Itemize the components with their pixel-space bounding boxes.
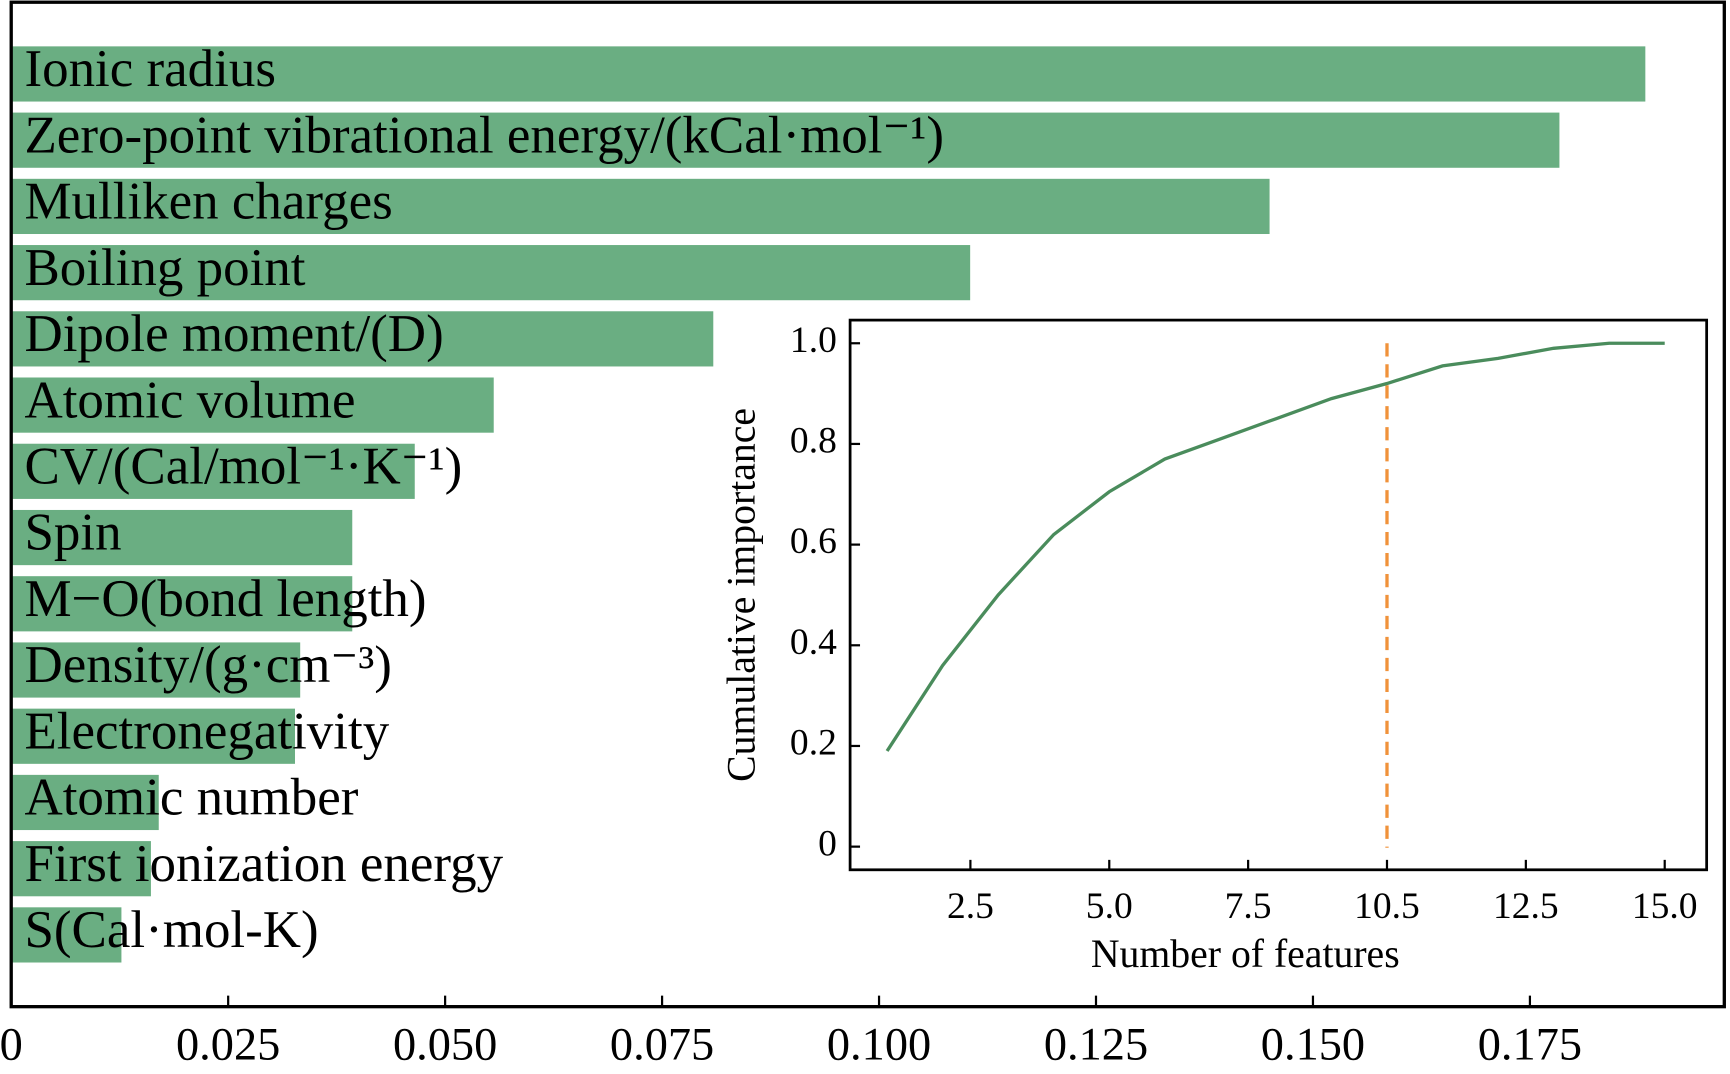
x-tick-label: 0.050 — [393, 1019, 497, 1070]
x-tick-label: 0 — [0, 1019, 23, 1070]
bar-label: Mulliken charges — [24, 173, 392, 231]
bar — [11, 774, 159, 831]
bar — [11, 245, 971, 301]
x-tick-label: 5.0 — [1086, 886, 1133, 927]
x-tick-label: 2.5 — [947, 886, 994, 927]
bar-label: CV/(Cal/mol⁻¹·K⁻¹) — [24, 437, 462, 495]
bar-label: Zero-point vibrational energy/(kCal·mol⁻… — [24, 106, 944, 164]
bar-label: Density/(g·cm⁻³) — [24, 636, 391, 694]
bar-label: Spin — [24, 504, 121, 562]
axes-frame — [9, 0, 1726, 1009]
x-tick-label: 0.100 — [827, 1019, 931, 1070]
x-tick-label: 0.175 — [1478, 1019, 1582, 1070]
bar-label: Atomic volume — [24, 371, 355, 429]
x-tick-label: 0.150 — [1261, 1019, 1365, 1070]
bar — [11, 642, 301, 698]
bar-label: Boiling point — [24, 239, 305, 297]
x-tick-label: 0.125 — [1044, 1019, 1148, 1070]
bar — [11, 841, 151, 897]
bar-label: Dipole moment/(D) — [24, 305, 443, 363]
bar — [11, 708, 295, 764]
inset-background — [848, 318, 1709, 872]
bar — [11, 311, 714, 367]
y-tick-label: 1.0 — [790, 320, 837, 361]
bar — [11, 443, 415, 499]
bar-label: S(Cal·mol-K) — [24, 901, 318, 959]
y-tick-label: 0.4 — [790, 622, 837, 663]
bar-label: First ionization energy — [24, 835, 503, 893]
bar — [11, 112, 1560, 168]
x-tick-label: 10.5 — [1354, 886, 1420, 927]
x-tick-label: 0.075 — [610, 1019, 714, 1070]
bar-label: M−O(bond length) — [24, 570, 426, 628]
x-tick-label: 7.5 — [1225, 886, 1272, 927]
cumulative-line — [885, 341, 1665, 752]
y-tick-label: 0.6 — [790, 521, 837, 562]
x-axis-label: Number of features — [1091, 932, 1400, 976]
x-tick-label: 0.025 — [176, 1019, 280, 1070]
bar-label: Electronegativity — [24, 702, 389, 760]
x-tick-label: 12.5 — [1493, 886, 1559, 927]
bar — [11, 46, 1646, 102]
y-tick-label: 0.2 — [790, 723, 837, 764]
bar — [11, 377, 494, 433]
bar — [11, 907, 122, 963]
bar — [11, 576, 353, 632]
x-tick-label: 15.0 — [1632, 886, 1698, 927]
bar — [11, 509, 353, 566]
y-axis-label: Cumulative importance — [719, 408, 763, 782]
y-tick-label: 0 — [818, 823, 837, 864]
y-tick-label: 0.8 — [790, 421, 837, 462]
bar-label: Atomic number — [24, 769, 358, 827]
bar-label: Ionic radius — [24, 40, 276, 98]
bar — [11, 178, 1270, 235]
